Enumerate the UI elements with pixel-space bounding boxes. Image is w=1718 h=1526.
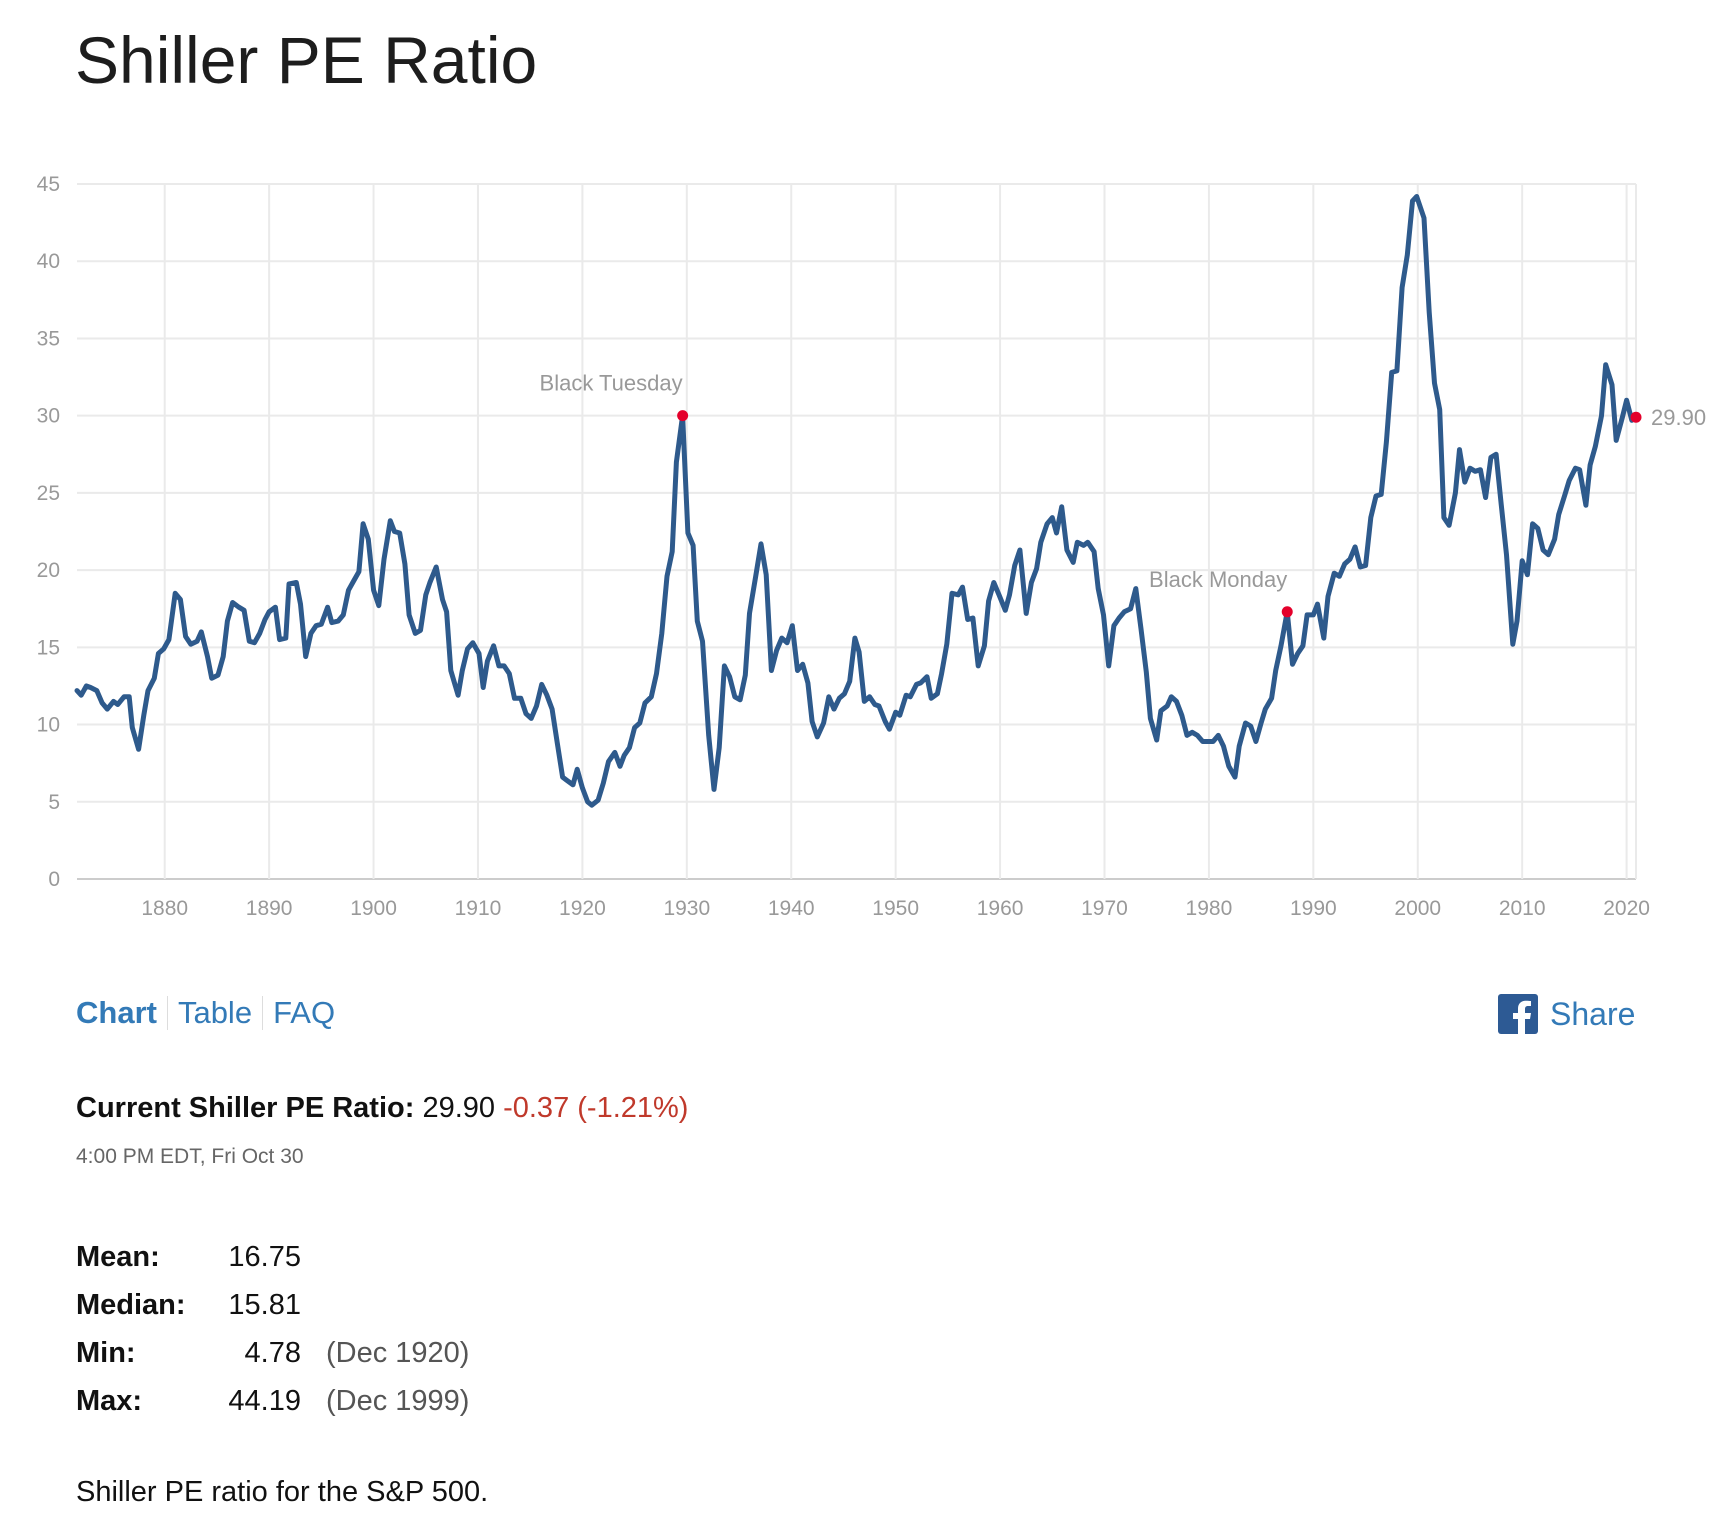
page-title: Shiller PE Ratio <box>75 23 538 97</box>
series-line <box>74 194 1639 808</box>
share-button[interactable]: Share <box>1498 994 1635 1034</box>
x-tick-label: 1950 <box>872 897 919 920</box>
annotation-label: Black Tuesday <box>540 371 683 396</box>
grid <box>77 183 1637 880</box>
current-ratio-label: Current Shiller PE Ratio: <box>76 1092 415 1124</box>
current-ratio-value: 29.90 <box>422 1092 496 1124</box>
last-value-label: 29.90 <box>1651 405 1706 430</box>
stat-label: Mean: <box>76 1240 160 1273</box>
stat-max: Max: 44.19 (Dec 1999) <box>76 1377 469 1425</box>
x-tick-label: 1960 <box>977 897 1024 920</box>
x-tick-label: 2000 <box>1394 897 1441 920</box>
x-tick-label: 1890 <box>246 897 293 920</box>
tab-faq[interactable]: FAQ <box>273 995 336 1030</box>
stat-value: 16.75 <box>228 1240 301 1273</box>
stat-label: Min: <box>76 1336 136 1369</box>
stat-value: 15.81 <box>228 1288 301 1321</box>
current-ratio: Current Shiller PE Ratio: 29.90 -0.37 (-… <box>76 1092 688 1125</box>
stat-min: Min: 4.78 (Dec 1920) <box>76 1329 469 1377</box>
y-tick-label: 20 <box>37 559 60 582</box>
y-tick-label: 25 <box>37 482 60 505</box>
x-tick-label: 2010 <box>1499 897 1546 920</box>
x-tick-label: 1980 <box>1186 897 1233 920</box>
y-tick-label: 10 <box>37 714 60 737</box>
stat-label: Max: <box>76 1384 143 1417</box>
y-tick-label: 30 <box>37 405 60 428</box>
y-tick-label: 5 <box>48 791 60 814</box>
tab-divider <box>166 996 168 1030</box>
stat-label: Median: <box>76 1288 186 1321</box>
x-axis: 1880 1890 1900 1910 1920 1930 1940 1950 1960 1970… <box>141 897 1650 920</box>
y-tick-label: 0 <box>48 868 60 891</box>
timestamp: 4:00 PM EDT, Fri Oct 30 <box>76 1145 304 1168</box>
annotations: Black Tuesday Black Monday 29.90 <box>540 371 1706 618</box>
stat-median: Median: 15.81 <box>76 1281 469 1329</box>
y-tick-label: 35 <box>37 327 60 350</box>
annotation-label: Black Monday <box>1149 567 1287 592</box>
last-value-marker <box>1630 411 1642 423</box>
view-tabs: Chart Table FAQ <box>76 994 345 1032</box>
x-tick-label: 1940 <box>768 897 815 920</box>
x-tick-label: 1910 <box>455 897 502 920</box>
description: Shiller PE ratio for the S&P 500. <box>76 1476 489 1508</box>
stat-mean: Mean: 16.75 <box>76 1233 469 1281</box>
x-tick-label: 1970 <box>1081 897 1128 920</box>
x-tick-label: 2020 <box>1603 897 1650 920</box>
y-tick-label: 15 <box>37 636 60 659</box>
stats-table: Mean: 16.75 Median: 15.81 Min: 4.78 (Dec… <box>76 1233 469 1425</box>
stat-date: (Dec 1920) <box>326 1336 470 1369</box>
x-tick-label: 1990 <box>1290 897 1337 920</box>
x-tick-label: 1930 <box>663 897 710 920</box>
stat-date: (Dec 1999) <box>326 1384 470 1417</box>
annotation-marker <box>1281 606 1293 618</box>
share-label: Share <box>1550 995 1636 1032</box>
y-tick-label: 45 <box>37 173 60 196</box>
stat-value: 4.78 <box>244 1336 301 1369</box>
y-tick-label: 40 <box>37 250 60 273</box>
x-tick-label: 1920 <box>559 897 606 920</box>
x-tick-label: 1880 <box>141 897 188 920</box>
tab-table[interactable]: Table <box>177 995 253 1030</box>
tab-chart[interactable]: Chart <box>76 995 157 1030</box>
x-tick-label: 1900 <box>350 897 397 920</box>
facebook-icon <box>1498 994 1538 1034</box>
annotation-marker <box>677 410 689 422</box>
y-axis: 0 5 10 15 20 25 30 35 40 45 <box>37 173 60 891</box>
tab-divider <box>262 996 264 1030</box>
stat-value: 44.19 <box>228 1384 301 1417</box>
current-ratio-change: -0.37 (-1.21%) <box>503 1092 689 1124</box>
